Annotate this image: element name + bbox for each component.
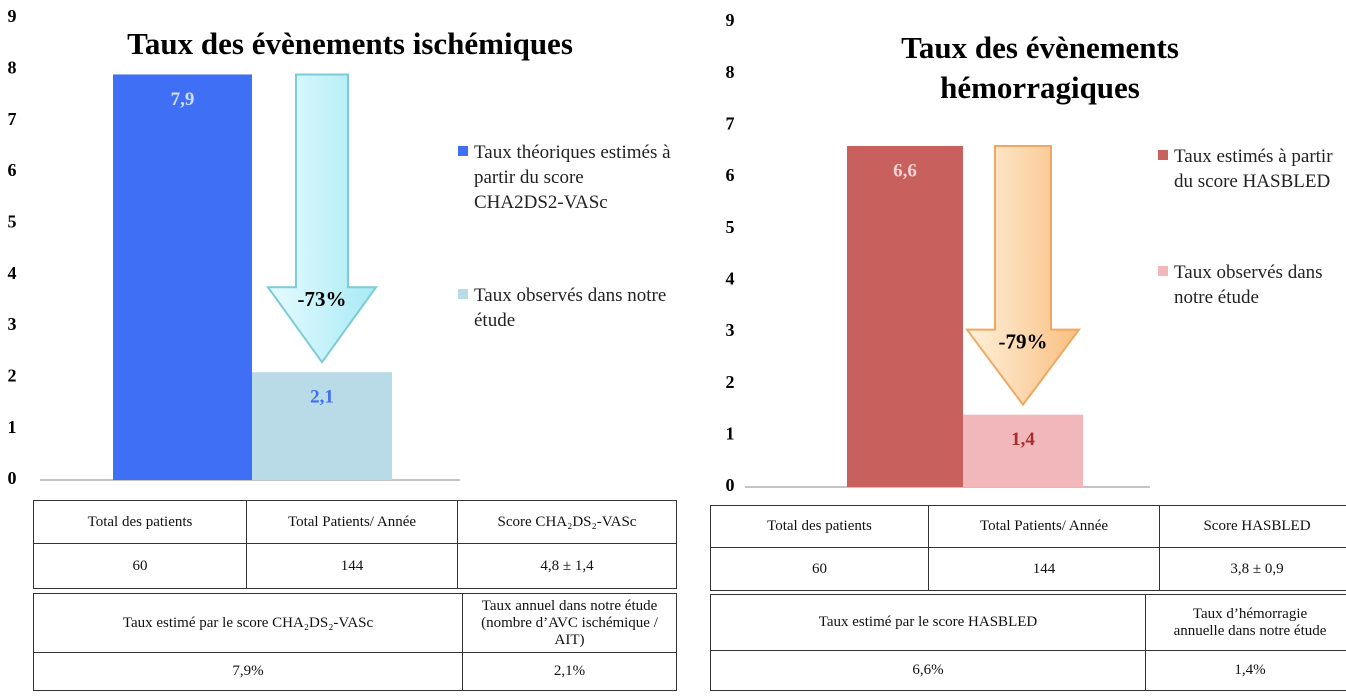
y-tick-label: 7 [8,109,17,129]
y-tick-label: 4 [8,263,17,283]
y-tick-label: 0 [726,475,735,495]
cell: 4,8 ± 1,4 [457,543,677,589]
y-tick-label: 2 [726,372,735,392]
annotation: -73% [298,287,347,311]
table: Total des patients Total Patients/ Année S… [710,505,1346,591]
legend-swatch [458,146,468,156]
cell: Taux estimé par le score HASBLED [710,594,1146,651]
cell: Taux estimé par le score CHA₂DS₂-VASc [33,593,463,653]
cell: 144 [928,547,1160,591]
cell: 60 [710,547,929,591]
legend-item: Taux observés dans notre étude [458,283,678,333]
arrow [266,73,378,364]
value-label: 6,6 [893,160,917,181]
cell: Total Patients/ Année [928,505,1160,548]
cell: 144 [246,543,458,589]
y-tick-label: 7 [726,113,735,133]
y-tick-label: 5 [726,217,735,237]
y-tick-label: 8 [726,62,735,82]
y-tick-label: 2 [8,365,17,385]
y-tick-label: 3 [8,314,17,334]
y-tick-label: 8 [8,57,17,77]
value-label: 2,1 [310,387,334,408]
y-tick-label: 0 [8,468,17,488]
cell: 1,4% [1145,650,1346,691]
value-label: 7,9 [171,89,195,110]
bar [252,372,392,480]
y-tick-label: 1 [726,423,735,443]
legend-label: Taux observés dans notre étude [474,285,667,331]
cell: 3,8 ± 0,9 [1159,547,1346,591]
y-tick-label: 4 [726,268,735,288]
legend-item: Taux théoriques estimés à partir du scor… [458,140,678,215]
legend-label: Taux observés dans notre étude [1174,262,1323,308]
table: Total des patients Total Patients/ Année S… [33,500,677,589]
cell: Score CHA₂DS₂-VASc [457,500,677,544]
cell: 2,1% [462,652,677,691]
table: Taux estimé par le score HASBLED Taux d’h… [710,594,1346,691]
legend-swatch [1158,266,1168,276]
y-tick-label: 6 [8,160,17,180]
arrow [965,145,1081,407]
legend-item: Taux observés dans notre étude [1158,260,1343,310]
value-label: 1,4 [1011,429,1035,450]
legend-swatch [458,289,468,299]
y-tick-label: 9 [726,10,735,30]
cell: Total des patients [710,505,929,548]
cell: Taux d’hémorragie annuelle dans notre ét… [1145,594,1346,651]
y-tick-label: 9 [8,6,17,26]
legend-swatch [1158,150,1168,160]
legend-item: Taux estimés à partir du score HASBLED [1158,144,1343,194]
y-tick-label: 5 [8,211,17,231]
chart-title: Taux des évènements hémorragiques [901,30,1179,105]
cell: Taux annuel dans notre étude (nombre d’A… [462,593,677,653]
cell: Score HASBLED [1159,505,1346,548]
cell: Total Patients/ Année [246,500,458,544]
y-tick-label: 1 [8,417,17,437]
legend-label: Taux théoriques estimés à partir du scor… [474,142,671,213]
bar [963,414,1083,487]
y-tick-label: 6 [726,165,735,185]
bar [847,146,963,487]
chart-title: Taux des évènements ischémiques [127,26,573,61]
cell: 60 [33,543,247,589]
legend-label: Taux estimés à partir du score HASBLED [1174,146,1333,192]
cell: 7,9% [33,652,463,691]
bar [113,74,252,480]
y-tick-label: 3 [726,320,735,340]
annotation: -79% [999,329,1048,353]
table: Taux estimé par le score CHA₂DS₂-VASc Tau… [33,593,677,691]
cell: 6,6% [710,650,1146,691]
cell: Total des patients [33,500,247,544]
